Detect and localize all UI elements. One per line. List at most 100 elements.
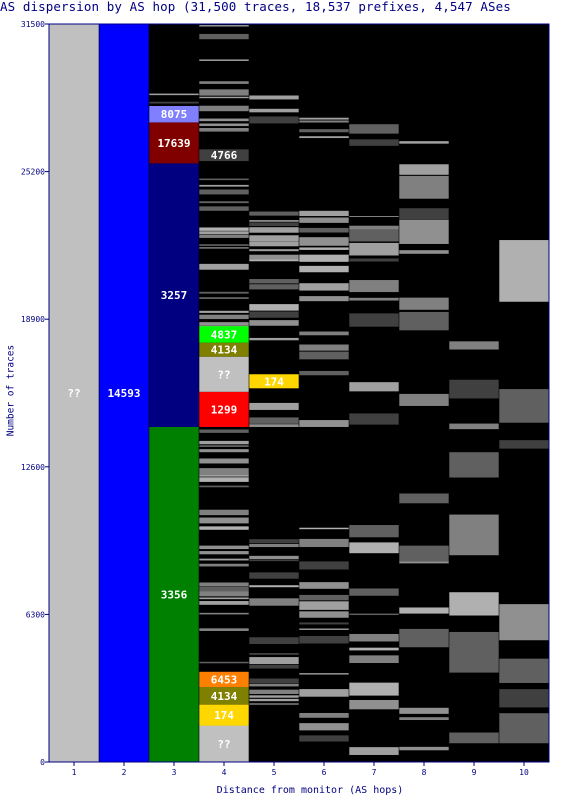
- minor-as-stripe: [199, 582, 249, 587]
- minor-as-stripe: [449, 732, 499, 744]
- minor-as-stripe: [249, 284, 299, 290]
- minor-as-stripe: [299, 611, 349, 618]
- minor-as-stripe: [299, 344, 349, 351]
- minor-as-stripe: [199, 458, 249, 464]
- minor-as-stripe: [249, 702, 299, 706]
- minor-as-stripe: [399, 164, 449, 175]
- minor-as-stripe: [299, 628, 349, 630]
- x-tick-label: 6: [322, 768, 327, 777]
- minor-as-stripe: [199, 206, 249, 211]
- minor-as-stripe: [499, 689, 549, 708]
- y-tick-label: 12600: [21, 463, 45, 472]
- minor-as-stripe: [399, 311, 449, 331]
- minor-as-stripe: [349, 124, 399, 134]
- minor-as-stripe: [349, 242, 399, 256]
- minor-as-stripe: [249, 698, 299, 702]
- segment-hop-4: [199, 326, 249, 343]
- minor-as-stripe: [449, 631, 499, 673]
- minor-as-stripe: [399, 208, 449, 220]
- column-background-7: [349, 24, 399, 762]
- minor-as-stripe: [199, 118, 249, 122]
- minor-as-stripe: [299, 622, 349, 625]
- segment-hop-3: [149, 122, 199, 164]
- minor-as-stripe: [399, 545, 449, 562]
- minor-as-stripe: [299, 561, 349, 570]
- minor-as-stripe: [299, 723, 349, 731]
- minor-as-stripe: [199, 234, 249, 238]
- minor-as-stripe: [299, 527, 349, 530]
- minor-as-stripe: [199, 586, 249, 592]
- minor-as-stripe: [249, 559, 299, 562]
- y-tick-label: 25200: [21, 168, 45, 177]
- y-tick-label: 6300: [26, 610, 45, 619]
- minor-as-stripe: [199, 429, 249, 433]
- minor-as-stripe: [349, 655, 399, 664]
- minor-as-stripe: [249, 598, 299, 606]
- segment-label: 174: [264, 375, 284, 388]
- segment-label: 3257: [161, 289, 188, 302]
- x-tick-label: 1: [72, 768, 77, 777]
- segment-label: 4837: [211, 328, 238, 341]
- x-tick-label: 5: [272, 768, 277, 777]
- minor-as-stripe: [249, 108, 299, 113]
- minor-as-stripe: [199, 591, 249, 597]
- minor-as-stripe: [349, 313, 399, 327]
- x-tick-label: 4: [222, 768, 227, 777]
- minor-as-stripe: [249, 220, 299, 222]
- minor-as-stripe: [249, 555, 299, 560]
- minor-as-stripe: [499, 713, 549, 744]
- minor-as-stripe: [199, 81, 249, 84]
- x-axis-label: Distance from monitor (AS hops): [216, 785, 404, 796]
- segment-label: 1299: [211, 403, 238, 416]
- minor-as-stripe: [199, 123, 249, 127]
- minor-as-stripe: [199, 545, 249, 550]
- minor-as-stripe: [199, 440, 249, 445]
- minor-as-stripe: [299, 217, 349, 223]
- minor-as-stripe: [199, 310, 249, 313]
- segment-label: 17639: [157, 137, 190, 150]
- minor-as-stripe: [149, 93, 199, 96]
- minor-as-stripe: [299, 370, 349, 376]
- minor-as-stripe: [349, 382, 399, 392]
- minor-as-stripe: [199, 468, 249, 475]
- minor-as-stripe: [199, 201, 249, 204]
- x-tick-label: 3: [172, 768, 177, 777]
- minor-as-stripe: [499, 658, 549, 683]
- segment-hop-4: [199, 687, 249, 705]
- minor-as-stripe: [299, 420, 349, 427]
- minor-as-stripe: [399, 707, 449, 714]
- minor-as-stripe: [249, 653, 299, 655]
- minor-as-stripe: [249, 417, 299, 424]
- minor-as-stripe: [249, 689, 299, 695]
- minor-as-stripe: [199, 244, 249, 246]
- segment-label: ??: [217, 368, 230, 381]
- minor-as-stripe: [299, 636, 349, 644]
- segment-label: ??: [67, 387, 80, 400]
- minor-as-stripe: [499, 240, 549, 302]
- minor-as-stripe: [199, 263, 249, 270]
- minor-as-stripe: [499, 604, 549, 641]
- minor-as-stripe: [199, 59, 249, 61]
- segment-label: 4134: [211, 344, 238, 357]
- minor-as-stripe: [199, 477, 249, 482]
- minor-as-stripe: [399, 746, 449, 751]
- minor-as-stripe: [199, 526, 249, 530]
- minor-as-stripe: [399, 393, 449, 406]
- x-tick-label: 9: [472, 768, 477, 777]
- minor-as-stripe: [449, 341, 499, 350]
- minor-as-stripe: [349, 747, 399, 755]
- minor-as-stripe: [449, 592, 499, 616]
- segment-hop-5: [249, 374, 299, 389]
- minor-as-stripe: [249, 657, 299, 665]
- y-tick-label: 31500: [21, 20, 45, 29]
- minor-as-stripe: [249, 211, 299, 216]
- minor-as-stripe: [299, 735, 349, 742]
- minor-as-stripe: [449, 514, 499, 556]
- minor-as-stripe: [349, 413, 399, 425]
- minor-as-stripe: [199, 558, 249, 561]
- minor-as-stripe: [249, 320, 299, 326]
- minor-as-stripe: [399, 219, 449, 244]
- minor-as-stripe: [299, 689, 349, 697]
- minor-as-stripe: [199, 601, 249, 605]
